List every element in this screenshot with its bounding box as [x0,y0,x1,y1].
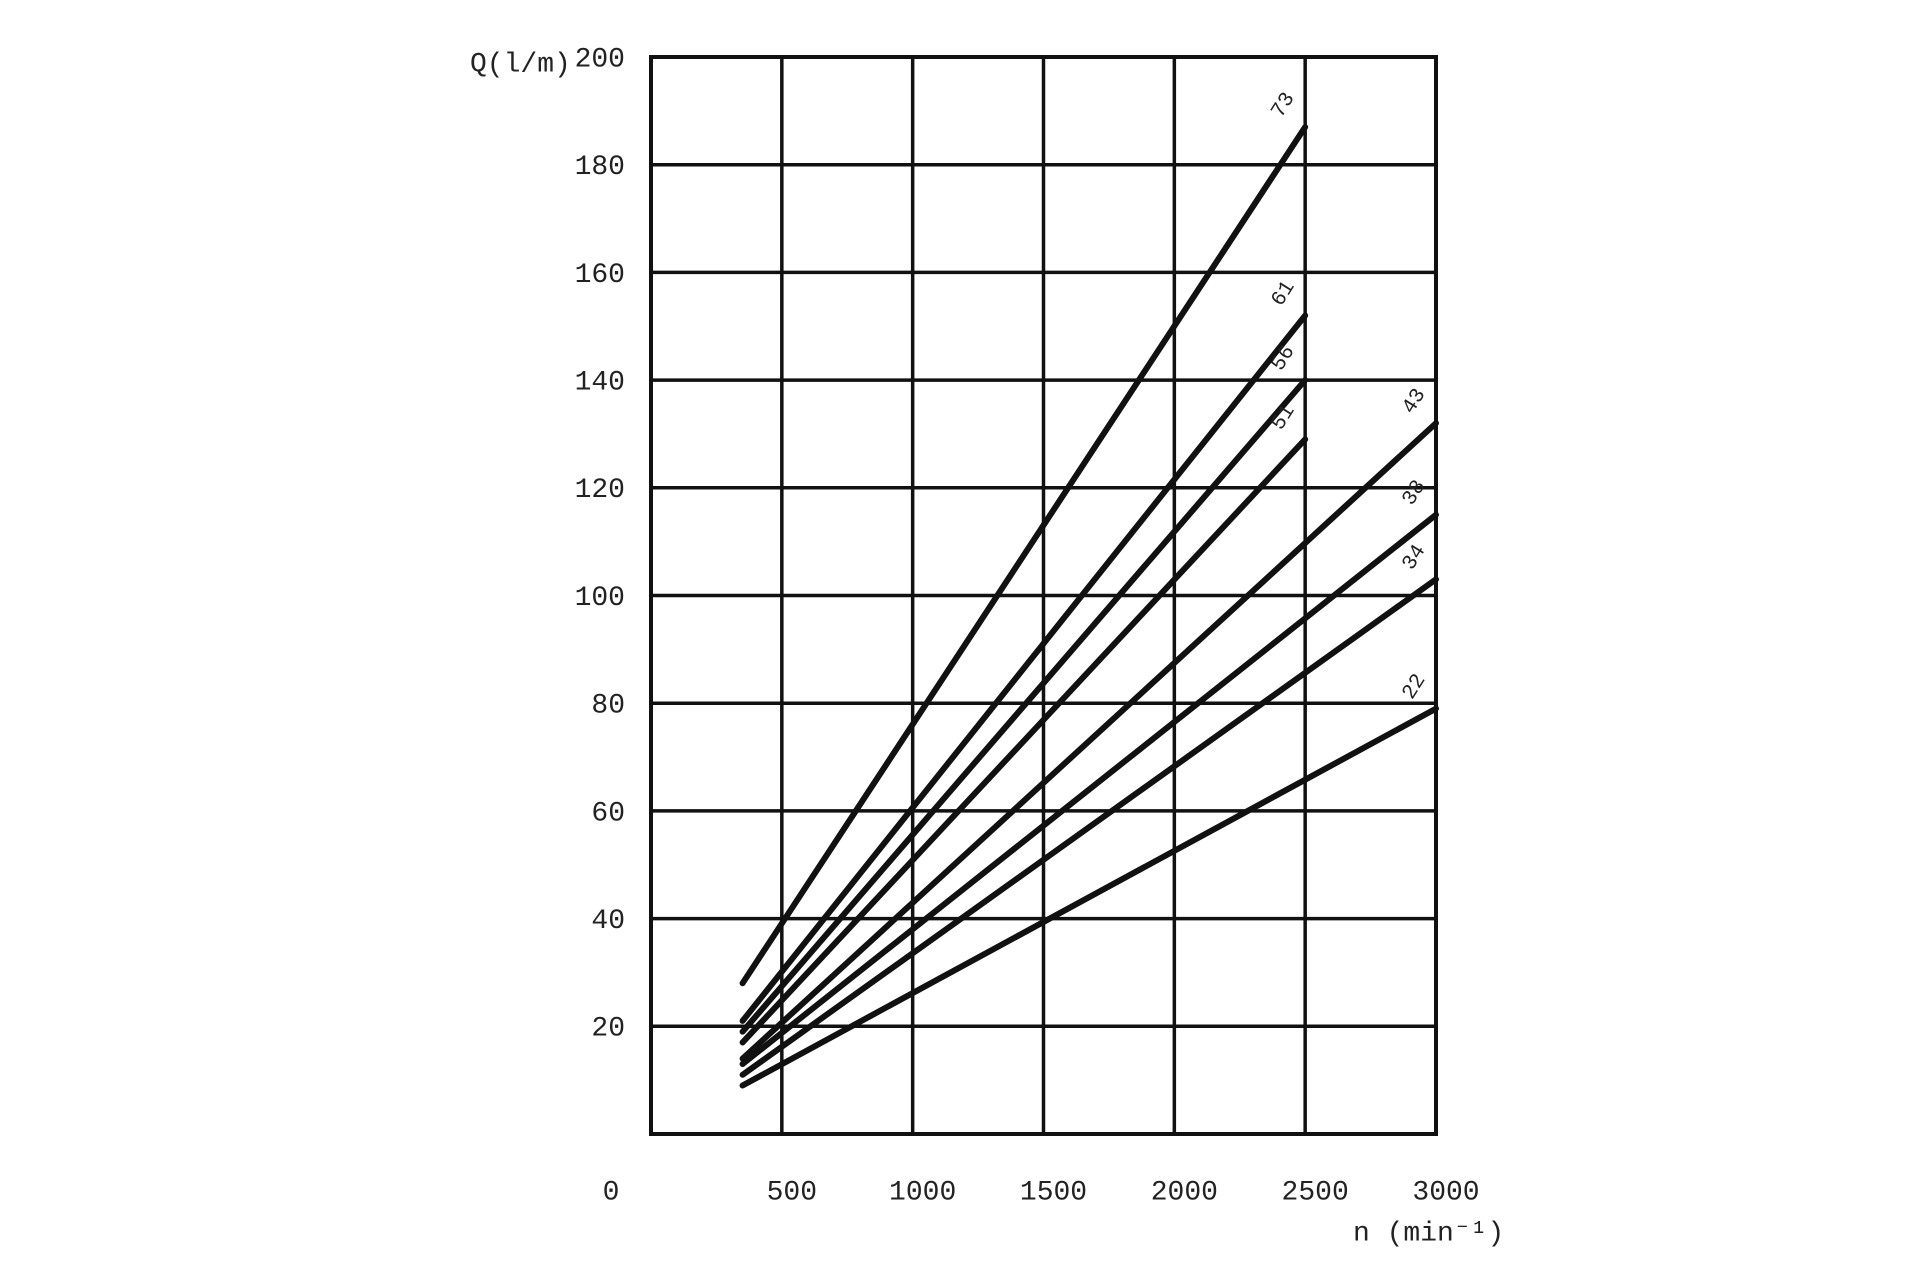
series-label: 73 [1268,89,1301,123]
series-line [739,705,1439,1089]
y-tick-label: 160 [575,260,625,291]
series-line [739,312,1309,1024]
y-tick-label: 40 [591,906,625,937]
y-tick-label: 140 [575,367,625,398]
series-label: 61 [1268,277,1301,311]
y-tick-label: 180 [575,152,625,183]
series-label: 34 [1398,541,1431,575]
x-tick-label: 0 [603,1177,620,1208]
series-label: 22 [1398,670,1431,704]
y-tick-label: 120 [575,475,625,506]
x-tick-label: 3000 [1412,1177,1479,1208]
series-line [739,377,1309,1035]
y-axis-label: Q(l/m) [470,49,571,80]
series-line [739,511,1439,1067]
x-tick-label: 2500 [1282,1177,1349,1208]
x-axis-label: n (min⁻¹) [1353,1218,1504,1249]
y-tick-label: 80 [591,691,625,722]
y-tick-label: 200 [575,44,625,75]
x-tick-label: 1500 [1020,1177,1087,1208]
series-line [739,420,1439,1062]
x-tick-label: 500 [767,1177,817,1208]
series-line [739,576,1439,1078]
x-tick-label: 1000 [889,1177,956,1208]
series-label: 51 [1268,401,1301,435]
y-tick-label: 60 [591,798,625,829]
series-label: 38 [1398,476,1431,510]
series-line [739,436,1309,1046]
x-tick-label: 2000 [1151,1177,1218,1208]
series-label: 56 [1268,342,1301,376]
series-line [739,124,1309,987]
plot-frame [649,55,1438,1136]
y-tick-label: 100 [575,583,625,614]
y-tick-label: 20 [591,1014,625,1045]
series-label: 43 [1398,385,1431,419]
